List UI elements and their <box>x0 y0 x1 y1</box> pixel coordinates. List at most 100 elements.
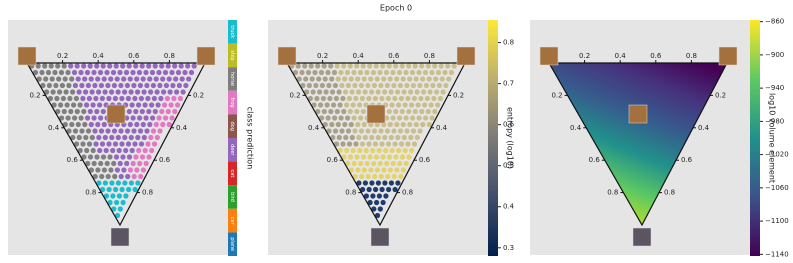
dot <box>374 76 380 82</box>
tick-label: 0.8 <box>686 52 697 60</box>
dot <box>110 69 117 76</box>
dot <box>395 180 401 186</box>
colorbar-label: horse <box>229 72 235 86</box>
dot <box>373 63 379 69</box>
dot <box>425 63 431 69</box>
dot <box>143 115 149 121</box>
dot <box>54 95 60 102</box>
dot <box>366 186 372 193</box>
dot <box>106 141 112 147</box>
dot <box>410 128 417 134</box>
dot <box>365 128 371 134</box>
dot <box>88 167 94 173</box>
dot <box>372 141 379 147</box>
dot <box>70 89 76 95</box>
dot <box>416 115 422 121</box>
dot <box>113 154 120 160</box>
dot <box>363 147 369 154</box>
dot <box>339 82 345 89</box>
tick-label: 0.6 <box>650 52 662 60</box>
dot <box>387 167 393 173</box>
dot <box>39 69 45 76</box>
dot <box>141 89 147 95</box>
dot <box>332 128 339 134</box>
colorbar-tick-label: 0.7 <box>503 80 514 88</box>
dot <box>171 95 177 102</box>
dot <box>110 147 116 154</box>
dot <box>333 141 340 147</box>
dot <box>438 63 444 69</box>
dot <box>141 134 147 141</box>
tick-label: 0.4 <box>570 124 582 132</box>
dot <box>412 63 418 69</box>
dot <box>374 167 380 173</box>
dot <box>102 89 108 95</box>
dot <box>122 134 128 141</box>
dot <box>325 115 331 121</box>
dot <box>174 89 180 95</box>
dot <box>102 180 108 186</box>
dot <box>161 89 167 95</box>
dot <box>335 76 341 82</box>
dot <box>372 95 378 102</box>
dot <box>62 121 68 128</box>
dot <box>94 63 100 69</box>
dot <box>149 147 155 154</box>
dot <box>354 63 360 69</box>
dot <box>329 121 335 128</box>
dot <box>95 76 101 82</box>
dot <box>133 63 139 69</box>
dot <box>143 160 149 167</box>
dot <box>348 76 354 82</box>
dot <box>109 180 115 186</box>
dot <box>442 69 448 76</box>
dot <box>71 102 77 108</box>
dot <box>345 160 351 167</box>
dot <box>104 69 110 76</box>
dot <box>340 95 346 102</box>
dot <box>437 95 443 102</box>
dot <box>157 128 163 134</box>
colorbar-title: log10 volume element <box>768 93 777 183</box>
colorbar-tick-label: −980 <box>765 117 784 125</box>
dot <box>137 82 143 89</box>
colorbar-segment <box>228 161 237 186</box>
tick-label: 0.8 <box>402 189 413 197</box>
dot <box>114 167 120 173</box>
dot <box>108 167 114 173</box>
dot <box>126 108 132 115</box>
dot <box>82 121 88 128</box>
tick-label: 0.2 <box>29 91 40 99</box>
dot <box>411 141 418 147</box>
dot <box>96 180 102 186</box>
dot <box>408 134 414 141</box>
dot <box>162 69 169 76</box>
dot <box>114 76 120 82</box>
dot <box>349 89 355 95</box>
dot <box>407 76 413 82</box>
dot <box>177 95 183 102</box>
dot <box>329 76 335 82</box>
dot <box>134 121 140 128</box>
dot <box>120 199 126 206</box>
dot <box>321 63 327 69</box>
dot <box>306 82 312 89</box>
dot <box>354 154 360 160</box>
dot <box>322 76 328 82</box>
dot <box>403 115 409 121</box>
dot <box>439 76 445 82</box>
dot <box>397 160 403 167</box>
dot <box>364 160 370 167</box>
dot <box>403 160 409 167</box>
colorbar-tick-label: 0.5 <box>503 162 514 170</box>
dot <box>391 173 397 180</box>
dot <box>394 121 400 128</box>
dot <box>108 76 114 82</box>
dot <box>66 128 72 134</box>
dot <box>383 69 390 76</box>
dot <box>77 102 83 108</box>
dot <box>139 63 145 69</box>
dot <box>303 76 309 82</box>
dot <box>112 173 118 180</box>
